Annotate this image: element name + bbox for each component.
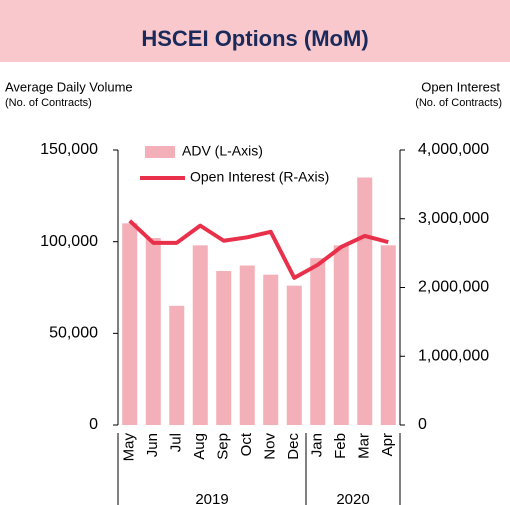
bar <box>145 238 161 425</box>
x-tick-label: Oct <box>238 432 255 456</box>
legend-label: Open Interest (R-Axis) <box>190 169 329 185</box>
x-tick-label: Jan <box>309 433 326 457</box>
x-tick-label: Apr <box>379 433 396 456</box>
y-axis-sublabel: (No. of Contracts) <box>5 97 92 109</box>
x-tick-label: Aug <box>191 433 208 460</box>
y2-tick-label: 1,000,000 <box>418 347 489 364</box>
y2-axis-sublabel: (No. of Contracts) <box>415 97 502 109</box>
x-tick-label: Feb <box>332 433 349 459</box>
y2-axis-label: Open Interest <box>421 79 500 94</box>
y2-tick-label: 4,000,000 <box>418 141 489 158</box>
y-tick-label: 0 <box>89 416 98 433</box>
x-tick-label: Mar <box>356 433 373 459</box>
bar <box>169 305 185 425</box>
y-tick-label: 100,000 <box>40 233 98 250</box>
bar <box>380 245 396 425</box>
title-banner <box>0 0 510 62</box>
x-tick-label: Jun <box>144 433 161 457</box>
bar <box>310 258 326 425</box>
x-tick-label: Jul <box>168 433 185 452</box>
y2-tick-label: 3,000,000 <box>418 210 489 227</box>
x-tick-label: Dec <box>285 433 302 460</box>
line <box>128 219 389 280</box>
bar <box>122 223 138 425</box>
group-label: 2020 <box>336 491 369 505</box>
bar <box>192 245 208 425</box>
bar <box>286 285 302 425</box>
y-tick-label: 50,000 <box>49 325 98 342</box>
bar <box>263 274 279 425</box>
x-tick-label: May <box>121 433 138 462</box>
bar <box>333 245 349 425</box>
bar <box>239 265 255 425</box>
legend-swatch <box>145 146 175 158</box>
group-label: 2019 <box>195 491 228 505</box>
x-tick-label: Nov <box>262 433 279 460</box>
y2-tick-label: 2,000,000 <box>418 279 489 296</box>
legend-label: ADV (L-Axis) <box>182 143 263 159</box>
x-tick-label: Sep <box>215 433 232 460</box>
bar <box>357 177 373 425</box>
y2-tick-label: 0 <box>418 416 427 433</box>
y-axis-label: Average Daily Volume <box>5 79 133 94</box>
bar <box>216 271 232 425</box>
chart-title: HSCEI Options (MoM) <box>141 26 368 51</box>
y-tick-label: 150,000 <box>40 141 98 158</box>
